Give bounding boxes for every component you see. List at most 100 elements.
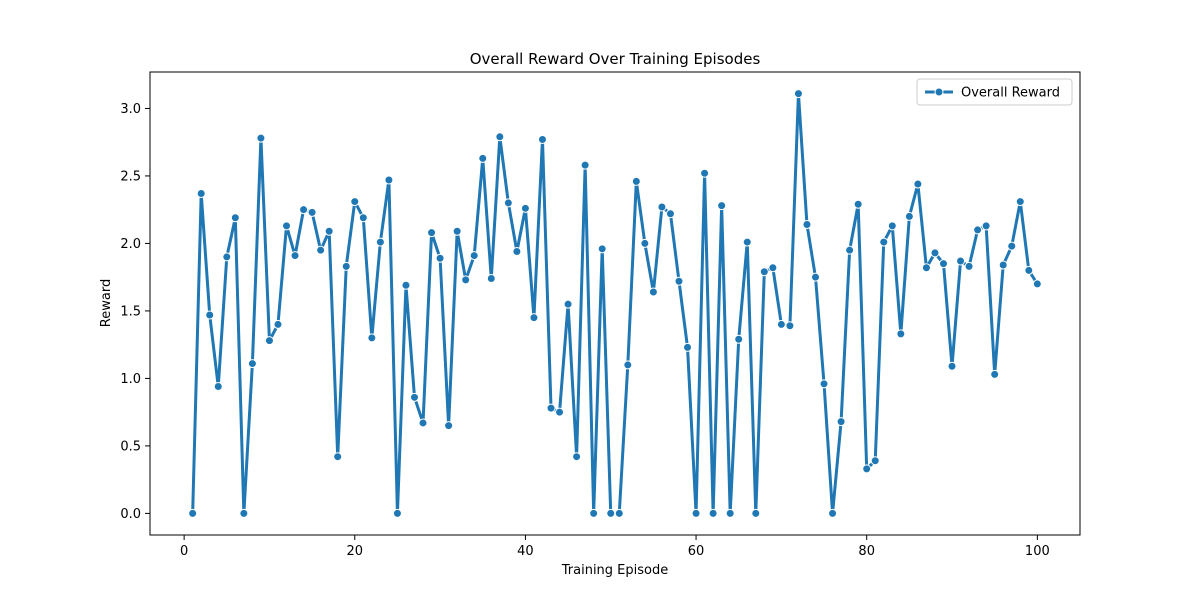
data-point: [913, 179, 923, 189]
data-point: [563, 299, 573, 309]
y-axis-label: Reward: [99, 279, 114, 327]
data-point: [401, 280, 411, 290]
data-point: [956, 256, 966, 266]
data-point: [230, 213, 240, 223]
data-point: [555, 407, 565, 417]
data-point: [776, 319, 786, 329]
data-point: [768, 263, 778, 273]
data-point: [316, 245, 326, 255]
data-point: [478, 153, 488, 163]
legend-marker: [934, 87, 944, 97]
data-point: [427, 228, 437, 238]
data-point: [614, 508, 624, 518]
data-point: [606, 508, 616, 518]
data-point: [580, 160, 590, 170]
data-point: [904, 211, 914, 221]
data-point: [572, 452, 582, 462]
data-point: [452, 226, 462, 236]
data-point: [282, 221, 292, 231]
data-point: [938, 259, 948, 269]
y-tick-label: 0.5: [120, 439, 141, 454]
data-point: [589, 508, 599, 518]
data-point: [700, 168, 710, 178]
data-point: [990, 369, 1000, 379]
x-tick-label: 80: [858, 544, 875, 559]
data-point: [435, 253, 445, 263]
plot-area: 0 20 40 60 80 100 0.0 0.5 1.0 1.5 2.0 2.5 3.0 Overall…: [120, 71, 1081, 559]
data-point: [367, 333, 377, 343]
data-point: [640, 238, 650, 248]
data-point: [520, 203, 530, 213]
data-point: [981, 221, 991, 231]
data-point: [853, 199, 863, 209]
data-point: [213, 382, 223, 392]
data-point: [341, 261, 351, 271]
data-point: [973, 225, 983, 235]
data-point: [597, 244, 607, 254]
y-tick-label: 2.0: [120, 237, 141, 252]
data-point: [486, 274, 496, 284]
y-tick-label: 0.0: [120, 507, 141, 522]
data-point: [290, 251, 300, 261]
data-point: [947, 361, 957, 371]
data-point: [273, 319, 283, 329]
data-point: [1032, 279, 1042, 289]
data-point: [529, 313, 539, 323]
y-tick-label: 2.5: [120, 169, 141, 184]
data-point: [717, 201, 727, 211]
y-tick-label: 1.0: [120, 372, 141, 387]
data-point: [392, 508, 402, 518]
data-point: [964, 261, 974, 271]
data-point: [819, 379, 829, 389]
data-point: [657, 202, 667, 212]
data-point: [358, 213, 368, 223]
data-point: [299, 205, 309, 215]
data-point: [546, 403, 556, 413]
data-point: [188, 508, 198, 518]
data-point: [324, 226, 334, 236]
data-point: [239, 508, 249, 518]
data-point: [921, 263, 931, 273]
data-point: [631, 176, 641, 186]
data-point: [683, 342, 693, 352]
data-point: [742, 237, 752, 247]
data-point: [708, 508, 718, 518]
data-point: [1024, 265, 1034, 275]
legend-label: Overall Reward: [961, 86, 1060, 101]
data-point: [674, 276, 684, 286]
data-point: [1007, 241, 1017, 251]
axes-frame: [149, 71, 1081, 536]
x-axis-label: Training Episode: [561, 563, 668, 578]
x-tick-label: 60: [688, 544, 705, 559]
data-point: [537, 134, 547, 144]
data-point: [845, 245, 855, 255]
x-tick-label: 100: [1025, 544, 1050, 559]
y-tick-label: 1.5: [120, 304, 141, 319]
data-point: [247, 359, 257, 369]
data-point: [785, 321, 795, 331]
data-point: [222, 252, 232, 262]
data-point: [495, 132, 505, 142]
data-point: [751, 508, 761, 518]
data-point: [828, 508, 838, 518]
data-point: [1015, 197, 1025, 207]
data-point: [836, 417, 846, 427]
data-point: [725, 508, 735, 518]
data-point: [759, 267, 769, 277]
data-point: [879, 237, 889, 247]
data-point: [350, 197, 360, 207]
data-point: [461, 275, 471, 285]
data-point: [333, 452, 343, 462]
x-tick-label: 0: [180, 544, 188, 559]
data-point: [811, 272, 821, 282]
data-point: [205, 310, 215, 320]
chart-title: Overall Reward Over Training Episodes: [470, 50, 761, 68]
data-point: [264, 336, 274, 346]
data-point: [503, 198, 513, 208]
y-tick-label: 3.0: [120, 102, 141, 117]
x-tick-label: 40: [517, 544, 534, 559]
data-point: [793, 89, 803, 99]
data-point: [444, 421, 454, 431]
data-point: [418, 418, 428, 428]
